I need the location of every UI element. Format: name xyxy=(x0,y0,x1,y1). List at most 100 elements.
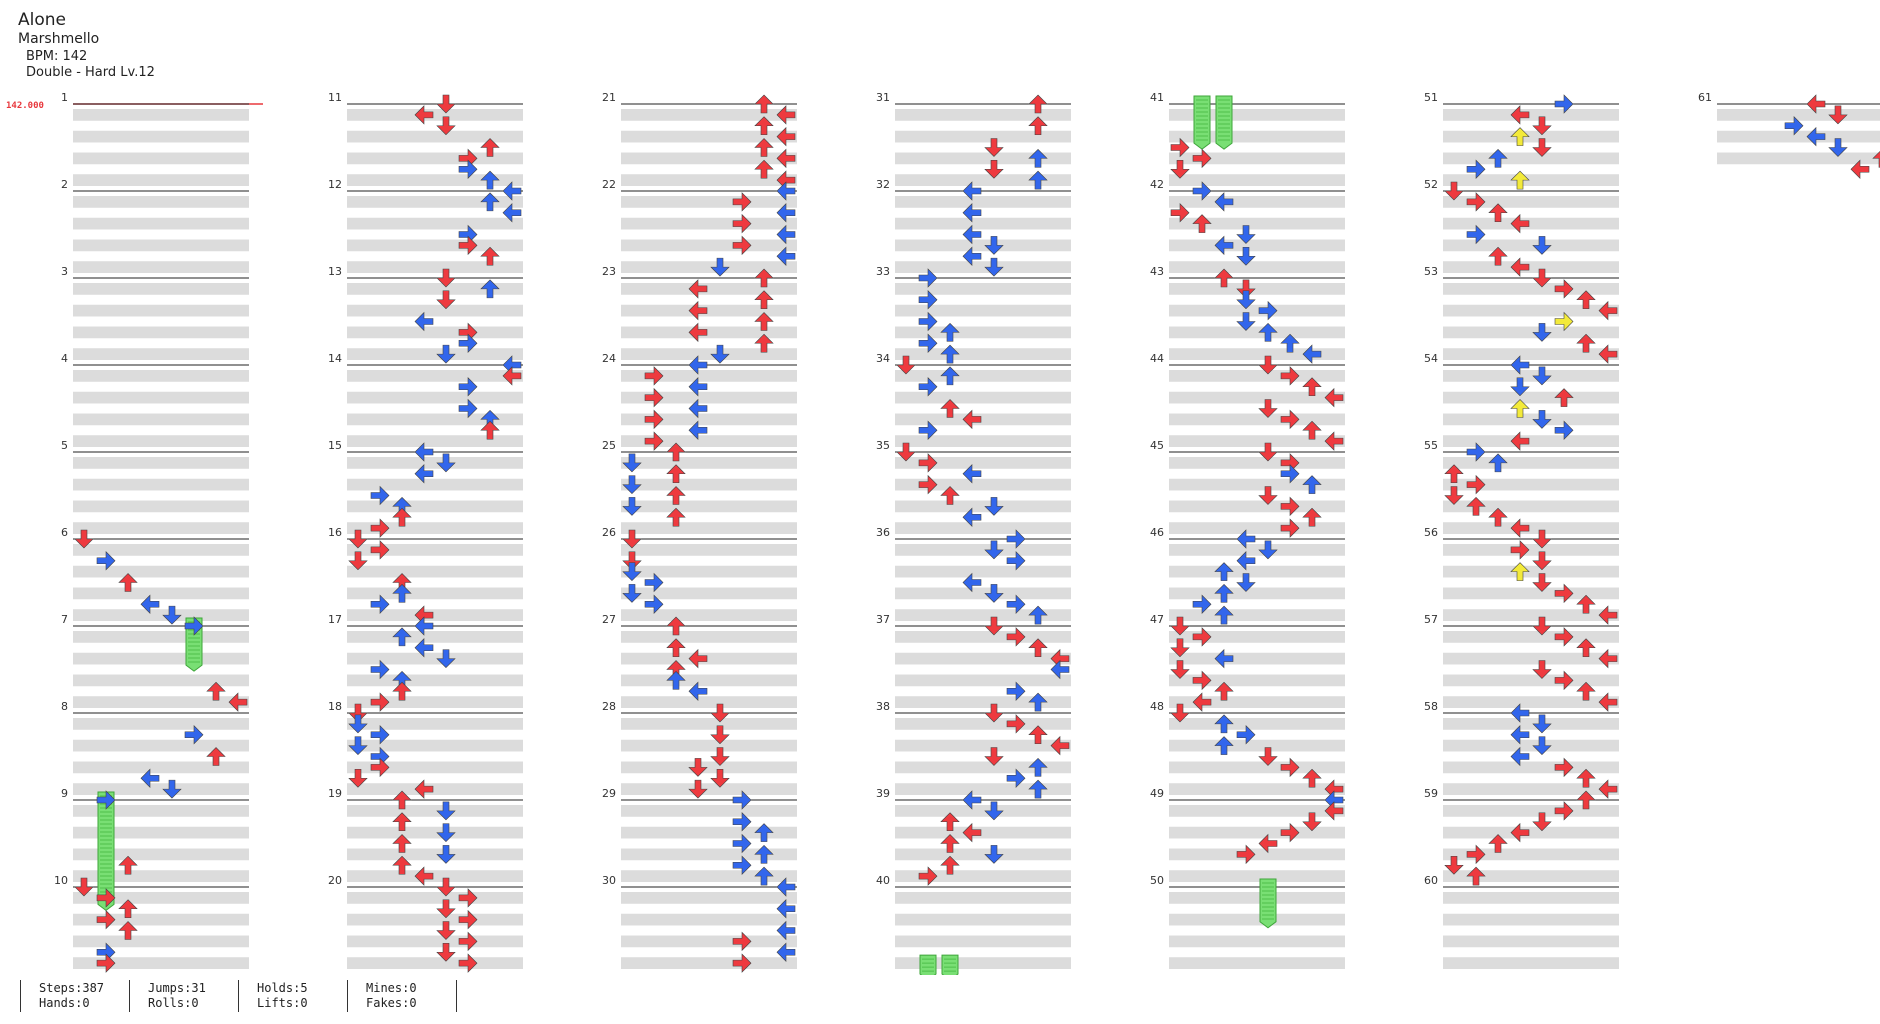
arrow-shape xyxy=(392,790,412,810)
arrow-shape xyxy=(896,442,916,462)
arrow-shape xyxy=(1532,812,1552,832)
arrow-shape xyxy=(776,105,796,125)
beat-band xyxy=(621,174,797,186)
red-arrow-icon xyxy=(666,507,686,527)
red-arrow-icon xyxy=(754,268,774,288)
red-arrow-icon xyxy=(754,312,774,331)
red-arrow-icon xyxy=(458,888,478,908)
arrow-shape xyxy=(502,366,522,386)
red-arrow-icon xyxy=(1236,279,1256,299)
beat-band xyxy=(895,370,1071,382)
red-arrow-icon xyxy=(1576,333,1596,353)
beat-band xyxy=(621,326,797,339)
blue-arrow-icon xyxy=(754,866,774,886)
song-bpm: BPM: 142 xyxy=(26,48,88,64)
beat-band xyxy=(347,587,523,600)
arrow-shape xyxy=(436,823,456,843)
red-arrow-icon xyxy=(1532,268,1552,288)
beat-band xyxy=(347,565,523,578)
stat-rolls: Rolls:0 xyxy=(148,996,199,1010)
measure-number: 2 xyxy=(61,178,68,191)
beat-band xyxy=(347,196,523,208)
beat-band xyxy=(347,652,523,665)
arrow-shape xyxy=(436,453,456,473)
red-arrow-icon xyxy=(74,529,94,549)
red-arrow-icon xyxy=(436,268,456,288)
beat-band xyxy=(895,304,1071,317)
arrow-shape xyxy=(754,844,774,864)
yellow-arrow-icon xyxy=(1554,311,1574,332)
beat-band xyxy=(1717,130,1880,143)
arrow-shape xyxy=(392,583,412,603)
beat-band xyxy=(1443,761,1619,774)
blue-arrow-icon xyxy=(1554,94,1574,114)
blue-arrow-icon xyxy=(348,714,368,734)
beat-band xyxy=(73,522,249,534)
red-arrow-icon xyxy=(1488,246,1508,266)
red-arrow-icon xyxy=(1554,627,1574,647)
stat-lifts: Lifts:0 xyxy=(257,996,308,1010)
red-arrow-icon xyxy=(1598,779,1618,799)
arrow-shape xyxy=(962,181,982,201)
blue-arrow-icon xyxy=(622,562,642,582)
arrow-shape xyxy=(1828,138,1848,157)
blue-arrow-icon xyxy=(502,203,522,223)
blue-arrow-icon xyxy=(140,768,160,788)
measure-number: 47 xyxy=(1150,613,1164,626)
arrow-shape xyxy=(1280,822,1300,843)
song-header: Alone Marshmello BPM: 142 Double - Hard … xyxy=(18,10,155,81)
arrow-shape xyxy=(348,529,368,549)
red-arrow-icon xyxy=(940,486,960,505)
red-arrow-icon xyxy=(962,822,982,843)
beat-band xyxy=(1169,217,1345,230)
arrow-shape xyxy=(1510,518,1530,538)
arrow-shape xyxy=(984,257,1004,277)
arrow-shape xyxy=(348,736,368,756)
arrow-shape xyxy=(162,779,182,799)
red-arrow-icon xyxy=(984,159,1004,179)
beat-band xyxy=(347,739,523,752)
arrow-shape xyxy=(118,855,138,875)
beat-band xyxy=(1443,870,1619,882)
blue-arrow-icon xyxy=(644,594,664,614)
arrow-shape xyxy=(622,497,642,516)
beat-band xyxy=(621,478,797,491)
arrow-shape xyxy=(1280,366,1300,386)
blue-arrow-icon xyxy=(776,224,796,245)
blue-arrow-icon xyxy=(776,877,796,897)
beat-band xyxy=(895,913,1071,926)
beat-band xyxy=(621,870,797,882)
arrow-shape xyxy=(458,888,478,908)
beat-band xyxy=(621,718,797,730)
arrow-shape xyxy=(1302,812,1322,832)
song-title: Alone xyxy=(18,10,66,30)
blue-arrow-icon xyxy=(754,823,774,842)
beat-band xyxy=(1169,109,1345,121)
arrow-shape xyxy=(1258,399,1278,418)
red-arrow-icon xyxy=(1488,507,1508,527)
arrow-shape xyxy=(984,801,1004,821)
red-arrow-icon xyxy=(754,138,774,157)
blue-arrow-icon xyxy=(1302,475,1322,494)
beat-band xyxy=(73,913,249,926)
blue-arrow-icon xyxy=(622,453,642,473)
arrow-shape xyxy=(622,453,642,473)
red-arrow-icon xyxy=(754,116,774,136)
blue-arrow-icon xyxy=(1532,366,1552,386)
arrow-shape xyxy=(414,616,434,636)
beat-band xyxy=(895,478,1071,491)
beat-band xyxy=(1443,304,1619,317)
red-arrow-icon xyxy=(1510,822,1530,843)
red-arrow-icon xyxy=(710,747,730,766)
arrow-shape xyxy=(1576,638,1596,658)
arrow-shape xyxy=(1510,703,1530,723)
arrow-shape xyxy=(1028,116,1048,136)
beat-band xyxy=(73,783,249,795)
blue-arrow-icon xyxy=(184,616,204,636)
arrow-shape xyxy=(436,344,456,364)
beat-band xyxy=(1169,870,1345,882)
arrow-shape xyxy=(962,409,982,430)
red-arrow-icon xyxy=(206,747,226,766)
blue-arrow-icon xyxy=(1806,126,1826,147)
blue-arrow-icon xyxy=(1532,236,1552,255)
